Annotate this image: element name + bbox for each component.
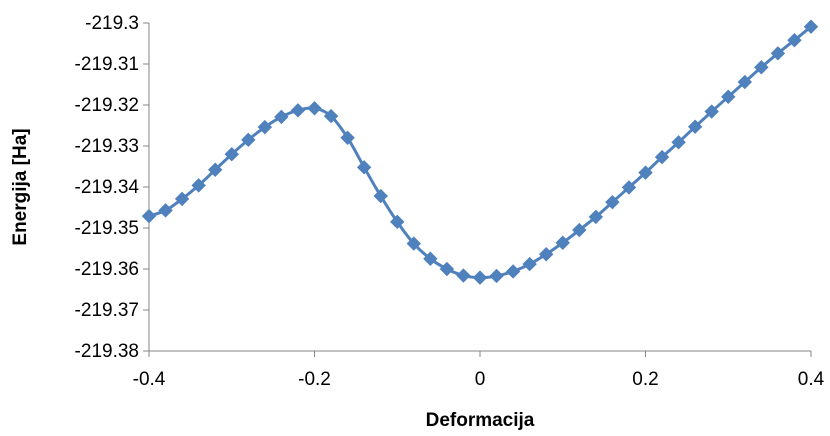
- data-point-marker: [290, 103, 306, 118]
- data-point-marker: [141, 208, 157, 224]
- data-point-marker: [687, 119, 703, 134]
- data-point-marker: [787, 33, 802, 48]
- data-point-marker: [323, 108, 339, 124]
- y-axis-title: Energija [Ha]: [10, 128, 31, 245]
- y-axis-ticks: -219.3 -219.31 -219.32 -219.33 -219.34 -219.3…: [75, 13, 149, 362]
- data-point-marker: [704, 104, 719, 119]
- data-point-marker: [538, 247, 554, 262]
- data-point-marker: [241, 132, 256, 148]
- data-point-marker: [737, 74, 753, 90]
- data-point-marker: [803, 19, 819, 34]
- data-point-marker: [439, 261, 455, 277]
- y-tick-label: -219.36: [75, 259, 139, 280]
- y-tick-label: -219.33: [75, 136, 139, 157]
- data-point-marker: [158, 203, 173, 218]
- data-point-marker: [621, 180, 637, 195]
- data-point-marker: [472, 270, 488, 285]
- data-point-marker: [423, 251, 438, 266]
- data-point-marker: [207, 162, 223, 177]
- y-tick-label: -219.32: [75, 95, 139, 116]
- data-point-marker: [274, 109, 289, 125]
- data-point-marker: [340, 130, 355, 146]
- data-point-marker: [191, 178, 206, 193]
- y-tick-label: -219.34: [75, 177, 140, 198]
- data-point-marker: [373, 188, 388, 204]
- data-point-marker: [638, 165, 653, 180]
- x-axis-ticks: -0.4 -0.2 0 0.2 0.4: [133, 351, 825, 390]
- y-tick-label: -219.3: [85, 13, 139, 34]
- data-point-marker: [356, 160, 372, 175]
- data-point-marker: [257, 119, 273, 135]
- x-tick-label: 0: [475, 369, 486, 390]
- y-tick-label: -219.38: [75, 341, 139, 362]
- data-point-marker: [770, 46, 786, 61]
- data-point-marker: [654, 149, 670, 165]
- data-point-marker: [721, 89, 736, 105]
- series-layer: [141, 19, 819, 285]
- data-point-marker: [605, 194, 620, 210]
- data-point-marker: [307, 101, 322, 116]
- data-point-marker: [572, 222, 587, 238]
- data-point-marker: [671, 135, 686, 150]
- y-tick-label: -219.31: [75, 54, 139, 75]
- x-tick-label: 0.4: [798, 369, 825, 390]
- data-point-marker: [555, 235, 570, 250]
- data-point-marker: [406, 236, 422, 251]
- series-line: [147, 25, 813, 280]
- data-point-marker: [489, 268, 504, 284]
- data-point-marker: [754, 60, 769, 75]
- data-point-marker: [456, 268, 471, 283]
- data-point-marker: [505, 264, 521, 279]
- data-point-marker: [522, 256, 537, 272]
- data-point-marker: [390, 214, 405, 230]
- x-tick-label: 0.2: [632, 369, 658, 390]
- data-point-marker: [588, 209, 604, 225]
- y-tick-label: -219.35: [75, 218, 139, 239]
- x-tick-label: -0.2: [298, 369, 331, 390]
- data-point-marker: [224, 146, 239, 162]
- x-axis-title: Deformacija: [426, 410, 535, 431]
- data-point-marker: [174, 191, 190, 207]
- y-tick-label: -219.37: [75, 300, 139, 321]
- x-tick-label: -0.4: [133, 369, 166, 390]
